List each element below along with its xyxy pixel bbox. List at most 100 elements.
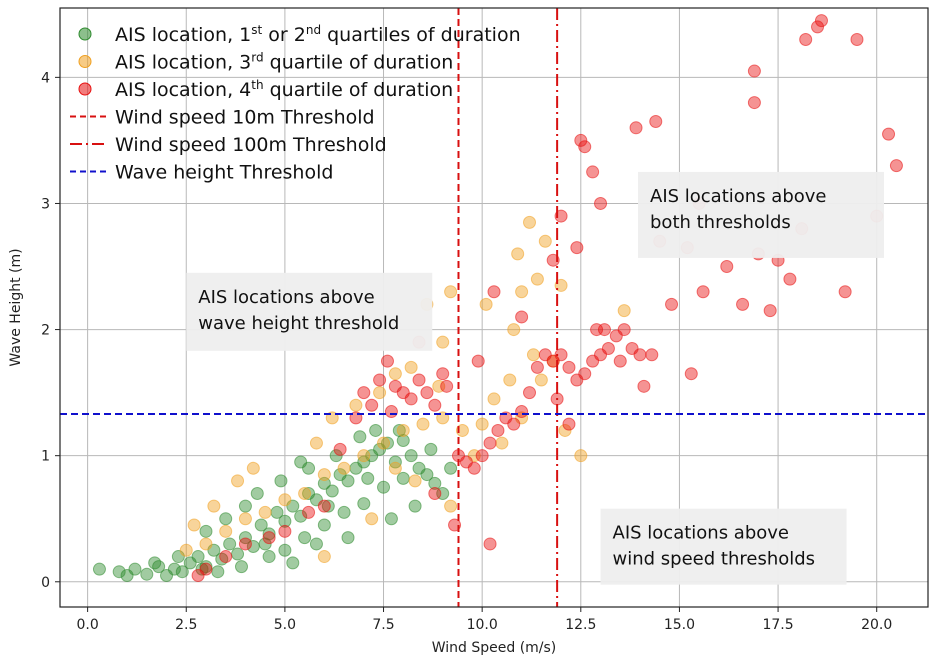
legend-item: Wind speed 10m Threshold bbox=[70, 107, 375, 129]
data-point bbox=[471, 354, 485, 368]
data-points bbox=[92, 14, 903, 582]
data-point bbox=[487, 392, 501, 406]
annotation-background bbox=[600, 508, 847, 585]
data-point bbox=[515, 310, 529, 324]
data-point bbox=[396, 423, 410, 437]
data-point bbox=[128, 562, 142, 576]
data-point bbox=[333, 442, 347, 456]
data-point bbox=[357, 497, 371, 511]
data-point bbox=[392, 423, 406, 437]
data-point bbox=[440, 379, 454, 393]
data-point bbox=[436, 335, 450, 349]
x-tick-label: 12.5 bbox=[565, 617, 596, 633]
data-point bbox=[633, 348, 647, 362]
data-point bbox=[231, 474, 245, 488]
data-point bbox=[361, 471, 375, 485]
data-point bbox=[258, 505, 272, 519]
y-tick-label: 3 bbox=[41, 196, 50, 212]
data-point bbox=[404, 449, 418, 463]
data-point bbox=[562, 417, 576, 431]
data-point bbox=[475, 417, 489, 431]
data-point bbox=[238, 512, 252, 526]
data-point bbox=[428, 398, 442, 412]
data-point bbox=[384, 405, 398, 419]
data-point bbox=[558, 423, 572, 437]
data-point bbox=[404, 360, 418, 374]
data-point bbox=[167, 562, 181, 576]
data-point bbox=[278, 514, 292, 528]
data-point bbox=[337, 505, 351, 519]
data-point bbox=[838, 285, 852, 299]
data-point bbox=[365, 398, 379, 412]
data-point bbox=[246, 461, 260, 475]
data-point bbox=[298, 531, 312, 545]
legend-label: AIS location, 1st or 2nd quartiles of du… bbox=[115, 23, 521, 46]
legend-marker bbox=[78, 82, 92, 96]
data-point bbox=[238, 499, 252, 513]
data-point bbox=[747, 96, 761, 110]
data-point bbox=[578, 140, 592, 154]
data-point bbox=[258, 537, 272, 551]
data-point bbox=[783, 272, 797, 286]
data-point bbox=[649, 114, 663, 128]
data-point bbox=[112, 565, 126, 579]
x-tick-label: 2.5 bbox=[175, 617, 197, 633]
data-point bbox=[321, 499, 335, 513]
data-point bbox=[507, 323, 521, 337]
data-point bbox=[191, 568, 205, 582]
data-point bbox=[523, 386, 537, 400]
x-tick-label: 7.5 bbox=[372, 617, 394, 633]
data-point bbox=[799, 33, 813, 47]
plot-frame bbox=[59, 7, 929, 608]
data-point bbox=[140, 567, 154, 581]
legend-marker bbox=[78, 27, 92, 41]
data-point bbox=[309, 537, 323, 551]
y-tick-label: 1 bbox=[41, 449, 50, 465]
data-point bbox=[534, 373, 548, 387]
data-point bbox=[483, 436, 497, 450]
data-point bbox=[365, 512, 379, 526]
data-point bbox=[262, 550, 276, 564]
data-point bbox=[570, 241, 584, 255]
data-point bbox=[223, 537, 237, 551]
data-point bbox=[444, 499, 458, 513]
data-point bbox=[92, 562, 106, 576]
data-point bbox=[380, 436, 394, 450]
data-point bbox=[357, 449, 371, 463]
data-point bbox=[601, 341, 615, 355]
y-axis-label: Wave Height (m) bbox=[8, 248, 24, 366]
data-point bbox=[487, 285, 501, 299]
data-point bbox=[262, 531, 276, 545]
data-point bbox=[152, 560, 166, 574]
data-point bbox=[377, 436, 391, 450]
x-axis-ticks: 0.0 2.5 5.0 7.5 10.0 12.5 15.0 17.5 20.0 bbox=[76, 607, 892, 633]
x-tick-label: 10.0 bbox=[467, 617, 498, 633]
data-point bbox=[302, 505, 316, 519]
data-point bbox=[309, 436, 323, 450]
data-point bbox=[388, 461, 402, 475]
data-point bbox=[341, 531, 355, 545]
data-point bbox=[696, 285, 710, 299]
legend: AIS location, 1st or 2nd quartiles of du… bbox=[70, 23, 521, 184]
threshold-lines bbox=[60, 8, 928, 607]
data-point bbox=[814, 14, 828, 28]
data-point bbox=[408, 499, 422, 513]
annotation-box: AIS locations above wave height threshold bbox=[186, 272, 433, 351]
data-point bbox=[420, 386, 434, 400]
data-point bbox=[574, 133, 588, 147]
y-axis-ticks: 0 1 2 3 4 bbox=[41, 70, 60, 591]
data-point bbox=[278, 493, 292, 507]
data-point bbox=[380, 354, 394, 368]
data-point bbox=[507, 417, 521, 431]
data-point bbox=[629, 121, 643, 135]
data-point bbox=[483, 537, 497, 551]
data-point bbox=[317, 499, 331, 513]
data-point bbox=[637, 379, 651, 393]
data-point bbox=[369, 423, 383, 437]
legend-item: Wave height Threshold bbox=[70, 162, 333, 184]
annotation-text: AIS locations above bbox=[198, 287, 374, 308]
y-tick-label: 0 bbox=[41, 575, 50, 591]
data-point bbox=[617, 323, 631, 337]
data-point bbox=[444, 461, 458, 475]
